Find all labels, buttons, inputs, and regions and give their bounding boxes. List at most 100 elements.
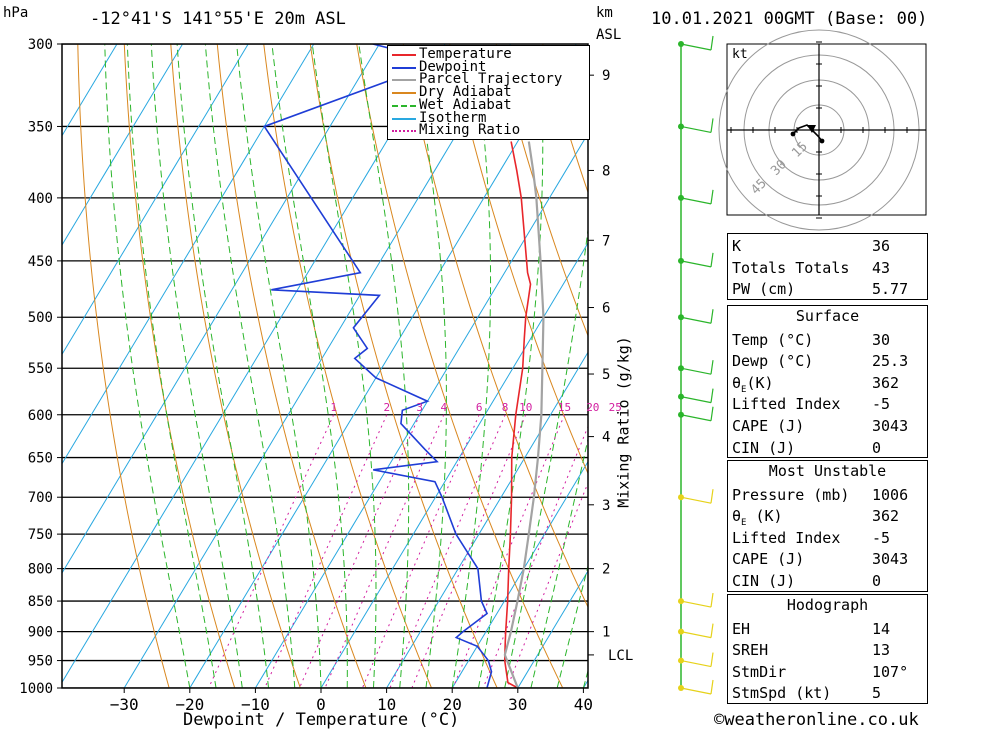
hodograph-point bbox=[790, 131, 796, 137]
pressure-tick-label: 300 bbox=[28, 37, 53, 53]
wet-adiabat-line bbox=[150, 44, 243, 688]
panel-title: Hodograph bbox=[786, 596, 869, 614]
wind-barb-flag bbox=[710, 652, 714, 667]
dry-adiabat-line bbox=[309, 44, 498, 688]
panel-key: Lifted Index bbox=[732, 528, 841, 547]
panel-key: CAPE (J) bbox=[732, 416, 805, 435]
mixing-ratio-line bbox=[411, 414, 527, 688]
panel-row: CIN (J) 0 bbox=[728, 436, 927, 458]
pressure-tick-label: 400 bbox=[28, 191, 53, 207]
altitude-tick-label: LCL bbox=[608, 648, 633, 664]
panel-key: Pressure (mb) bbox=[732, 485, 850, 504]
pressure-tick-label: 900 bbox=[28, 625, 53, 641]
copyright-text: ©weatheronline.co.uk bbox=[714, 710, 919, 730]
x-axis-label: Dewpoint / Temperature (°C) bbox=[183, 710, 460, 730]
legend-label: Isotherm bbox=[419, 109, 487, 126]
mixing-ratio-line bbox=[298, 414, 421, 688]
panel-row: PW (cm) 5.77 bbox=[728, 277, 927, 299]
isotherm-line bbox=[517, 570, 588, 688]
legend-label: Wet Adiabat bbox=[419, 96, 512, 113]
isotherm-line bbox=[62, 44, 184, 246]
legend-item: Isotherm bbox=[388, 109, 589, 126]
mixing-ratio-tick-label: 25 bbox=[609, 401, 622, 414]
legend-item: Parcel Trajectory bbox=[388, 71, 589, 88]
hodograph-panel: Hodograph EH 14 SREH 13 StmDir 107° StmSpd (kt)… bbox=[727, 594, 928, 704]
dry-adiabat-line bbox=[77, 44, 170, 688]
pressure-tick-label: 1000 bbox=[19, 681, 53, 697]
altitude-tick-label: 9 bbox=[602, 68, 610, 84]
mixing-ratio-line bbox=[482, 425, 588, 688]
dry-adiabat-line bbox=[356, 44, 564, 688]
altitude-tick-label: 7 bbox=[602, 233, 610, 249]
panel-value: 362 bbox=[872, 507, 900, 526]
altitude-tick-label: 1 bbox=[602, 625, 610, 641]
dry-adiabat-line bbox=[216, 44, 367, 688]
wind-barb-flag bbox=[710, 189, 714, 204]
mixing-ratio-tick-label: 15 bbox=[558, 401, 571, 414]
altitude-tick-label: 6 bbox=[602, 301, 610, 317]
pressure-tick-label: 450 bbox=[28, 254, 53, 270]
panel-row: Lifted Index -5 bbox=[728, 526, 927, 548]
panel-row: CAPE (J) 3043 bbox=[728, 547, 927, 569]
wind-barb-shaft bbox=[680, 496, 712, 504]
panel-key: Totals Totals bbox=[732, 258, 850, 277]
panel-row: θE(K) 362 bbox=[728, 371, 927, 395]
panel-value: -5 bbox=[872, 395, 891, 414]
legend-swatch bbox=[392, 54, 416, 56]
station-title: -12°41'S 141°55'E 20m ASL bbox=[90, 9, 346, 29]
wind-barb-shaft bbox=[680, 396, 712, 404]
wet-adiabat-line bbox=[126, 44, 217, 688]
wind-barb-shaft bbox=[680, 125, 712, 134]
legend-label: Parcel Trajectory bbox=[419, 71, 563, 88]
isotherm-line bbox=[62, 44, 249, 356]
temperature-tick-label: −20 bbox=[175, 695, 204, 714]
wet-adiabat-line bbox=[477, 44, 544, 688]
wind-barb-shaft bbox=[680, 659, 712, 668]
mixing-ratio-line bbox=[208, 414, 335, 688]
panel-value: 43 bbox=[872, 258, 891, 277]
panel-key: EH bbox=[732, 619, 751, 638]
storm-motion-marker bbox=[807, 125, 816, 133]
wet-adiabat-line bbox=[104, 44, 191, 688]
wet-adiabat-line bbox=[271, 44, 348, 688]
legend-swatch bbox=[392, 79, 416, 82]
panel-value: 36 bbox=[872, 237, 891, 255]
mixing-ratio-tick-label: 20 bbox=[586, 401, 599, 414]
panel-row: CIN (J) 0 bbox=[728, 569, 927, 591]
dry-adiabat-line bbox=[402, 44, 588, 609]
wet-adiabat-line bbox=[451, 44, 492, 688]
panel-title: Most Unstable bbox=[768, 462, 887, 480]
isotherm-line bbox=[62, 44, 446, 684]
pressure-tick-label: 800 bbox=[28, 562, 53, 578]
pressure-tick-label: 500 bbox=[28, 310, 53, 326]
mixing-ratio-tick-label: 6 bbox=[476, 401, 483, 414]
wet-adiabat-line bbox=[176, 44, 270, 688]
mixing-ratio-line bbox=[361, 414, 480, 688]
wind-barb-shaft bbox=[680, 43, 712, 51]
temperature-line bbox=[503, 141, 532, 688]
isotherm-line bbox=[123, 44, 512, 688]
wet-adiabat-line bbox=[204, 44, 296, 688]
panel-key: SREH bbox=[732, 641, 769, 660]
panel-value: 107° bbox=[872, 662, 909, 681]
wind-barb-flag bbox=[710, 679, 714, 695]
panel-value: 14 bbox=[872, 619, 891, 638]
panel-value: 3043 bbox=[872, 550, 909, 569]
temperature-tick-label: 40 bbox=[574, 695, 593, 714]
panel-value: 13 bbox=[872, 641, 891, 660]
panel-value: 25.3 bbox=[872, 352, 909, 371]
mixing-ratio-line bbox=[324, 414, 445, 688]
chart-legend: Temperature Dewpoint Parcel Trajectory Dry … bbox=[387, 45, 590, 140]
isotherm-line bbox=[62, 44, 315, 465]
wind-barb-flag bbox=[710, 252, 714, 267]
temperature-tick-label: −10 bbox=[241, 695, 270, 714]
mixing-ratio-tick-label: 3 bbox=[416, 401, 423, 414]
indices-panel: K 36 Totals Totals 43 PW (cm) 5.77 bbox=[727, 233, 928, 300]
panel-value: 5 bbox=[872, 684, 882, 703]
panel-row: Pressure (mb) 1006 bbox=[728, 483, 927, 505]
altitude-tick-label: 5 bbox=[602, 367, 610, 383]
panel-value: 0 bbox=[872, 438, 882, 457]
mixing-ratio-line bbox=[389, 414, 506, 688]
panel-key: θE (K) bbox=[732, 507, 783, 529]
